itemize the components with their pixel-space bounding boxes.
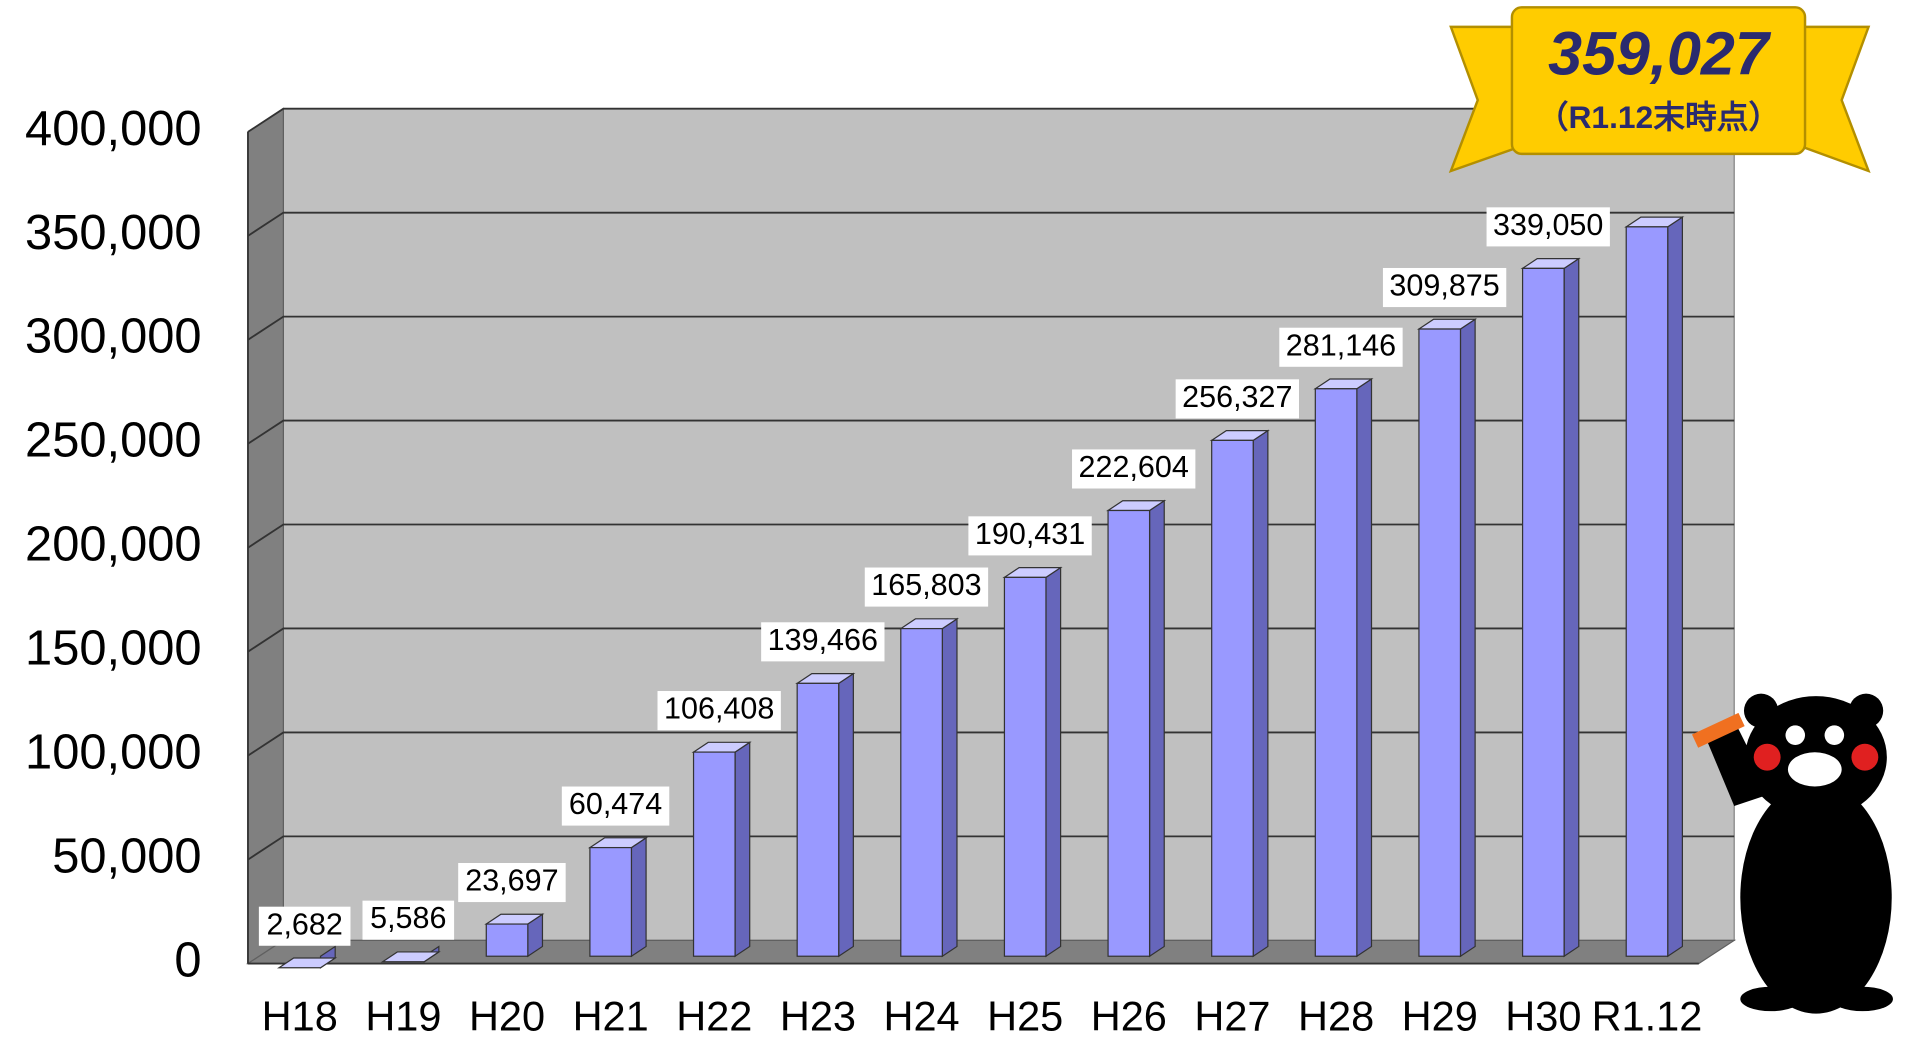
x-tick-label: H30 <box>1505 993 1581 1040</box>
value-label: 23,697 <box>465 864 558 898</box>
mascot-foot <box>1832 987 1893 1011</box>
value-label: 165,803 <box>871 568 981 602</box>
bar <box>1004 568 1060 957</box>
bar-front <box>1419 329 1461 956</box>
bar-front <box>694 752 736 956</box>
bar-front <box>1626 227 1668 956</box>
x-tick-label: H25 <box>987 993 1063 1040</box>
value-label: 222,604 <box>1079 450 1189 484</box>
plot-area: 0 50,000 100,000 150,000 200,000 250,000 300,0… <box>25 102 1734 1040</box>
chart: 0 50,000 100,000 150,000 200,000 250,000 300,0… <box>0 0 1915 1040</box>
y-tick-label: 0 <box>174 933 201 987</box>
bar <box>1523 259 1579 957</box>
bar-front <box>797 683 839 956</box>
value-label: 256,327 <box>1182 380 1292 414</box>
value-label: 106,408 <box>664 692 774 726</box>
bar <box>797 674 853 957</box>
mascot-cheek <box>1754 744 1781 771</box>
mascot-ear <box>1849 694 1883 728</box>
bar-side <box>1564 259 1579 957</box>
bar <box>1108 501 1164 956</box>
bar-side <box>839 674 854 957</box>
x-tick-label: H28 <box>1298 993 1374 1040</box>
ribbon-end <box>1451 27 1521 171</box>
bar-side <box>1460 319 1475 956</box>
annotation: （R1.12末時点） <box>1537 99 1780 135</box>
y-tick-label: 50,000 <box>52 830 201 884</box>
bar-front <box>590 848 632 957</box>
value-label: 309,875 <box>1389 269 1499 303</box>
value-label: 5,586 <box>370 901 446 935</box>
x-tick-label: H20 <box>469 993 545 1040</box>
bar <box>901 619 957 956</box>
mascot-eye <box>1825 725 1845 745</box>
x-tick-label: H23 <box>780 993 856 1040</box>
bar-side <box>1357 379 1372 956</box>
y-tick-label: 400,000 <box>25 102 202 156</box>
value-label: 139,466 <box>768 623 878 657</box>
bar-front <box>1523 268 1565 956</box>
x-tick-label: H26 <box>1091 993 1167 1040</box>
mascot-foot <box>1740 987 1801 1011</box>
bar <box>1626 217 1682 956</box>
bar <box>590 838 646 956</box>
bar-side <box>942 619 957 956</box>
bar-front <box>1004 577 1046 956</box>
x-tick-label: H27 <box>1194 993 1270 1040</box>
value-label: 60,474 <box>569 787 662 821</box>
total-value: 359,027 <box>1548 20 1772 88</box>
y-tick-label: 300,000 <box>25 310 202 364</box>
bar <box>694 742 750 956</box>
y-tick-label: 350,000 <box>25 206 202 260</box>
bar <box>486 914 542 956</box>
x-tick-label: R1.12 <box>1592 993 1703 1040</box>
bar-front <box>486 924 528 956</box>
bar-front <box>1212 440 1254 956</box>
ribbon-end <box>1801 27 1868 171</box>
y-tick-label: 150,000 <box>25 622 202 676</box>
x-tick-label: H18 <box>262 993 338 1040</box>
x-tick-label: H24 <box>883 993 959 1040</box>
bar-side <box>1253 431 1268 957</box>
mascot-cheek <box>1851 744 1878 771</box>
mascot-ear <box>1744 694 1778 728</box>
x-tick-label: H21 <box>573 993 649 1040</box>
x-tick-label: H29 <box>1402 993 1478 1040</box>
value-label: 190,431 <box>975 517 1085 551</box>
banner: 359,027 （R1.12末時点） <box>1451 7 1869 171</box>
value-label: 281,146 <box>1286 328 1396 362</box>
bar-side <box>735 742 750 956</box>
bar-side <box>1046 568 1061 957</box>
y-tick-label: 250,000 <box>25 414 202 468</box>
bar-front <box>1108 510 1150 956</box>
floor <box>248 940 1734 963</box>
bar <box>1315 379 1371 956</box>
bar <box>1419 319 1475 956</box>
y-tick-label: 100,000 <box>25 726 202 780</box>
bar <box>1212 431 1268 957</box>
x-tick-label: H19 <box>365 993 441 1040</box>
bar-side <box>1150 501 1165 956</box>
bar-side <box>631 838 646 956</box>
bar-front <box>901 629 943 957</box>
y-tick-label: 200,000 <box>25 518 202 572</box>
bar-front <box>1315 389 1357 956</box>
bar-side <box>1668 217 1683 956</box>
mascot-eye <box>1785 725 1805 745</box>
value-label: 2,682 <box>266 907 342 941</box>
x-tick-label: H22 <box>676 993 752 1040</box>
value-label: 339,050 <box>1493 208 1603 242</box>
mascot-mouth <box>1788 752 1842 786</box>
